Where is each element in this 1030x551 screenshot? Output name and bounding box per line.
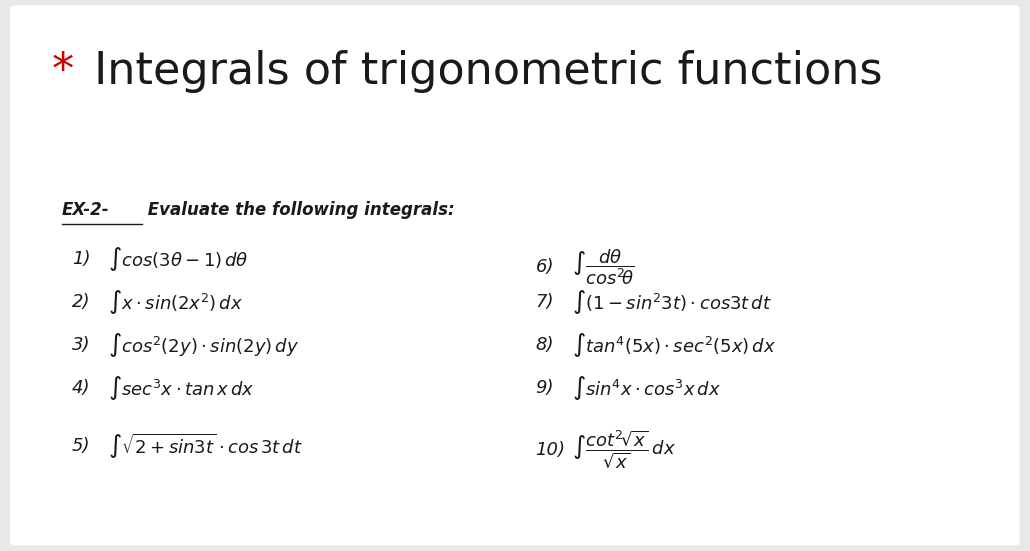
Text: 6): 6) — [536, 258, 554, 276]
Text: EX-2-: EX-2- — [62, 201, 109, 219]
Text: Evaluate the following integrals:: Evaluate the following integrals: — [142, 201, 455, 219]
Text: $\int sin^4 x \cdot cos^3 x\,dx$: $\int sin^4 x \cdot cos^3 x\,dx$ — [572, 374, 721, 402]
Text: 4): 4) — [72, 379, 91, 397]
Text: 8): 8) — [536, 336, 554, 354]
Text: 1): 1) — [72, 250, 91, 268]
Text: $\int \sqrt{2 + sin3t} \cdot cos\,3t\,dt$: $\int \sqrt{2 + sin3t} \cdot cos\,3t\,dt… — [108, 432, 303, 461]
Text: $\int sec^3 x \cdot tan\,x\,dx$: $\int sec^3 x \cdot tan\,x\,dx$ — [108, 374, 254, 402]
Text: 10): 10) — [536, 441, 565, 459]
Text: $\int (1 - sin^2 3t) \cdot cos3t\,dt$: $\int (1 - sin^2 3t) \cdot cos3t\,dt$ — [572, 288, 771, 316]
Text: *: * — [52, 50, 74, 93]
Text: $\int cos^2(2y) \cdot sin(2y)\,dy$: $\int cos^2(2y) \cdot sin(2y)\,dy$ — [108, 331, 299, 359]
Text: 3): 3) — [72, 336, 91, 354]
Text: $\int tan^4(5x) \cdot sec^2(5x)\,dx$: $\int tan^4(5x) \cdot sec^2(5x)\,dx$ — [572, 331, 776, 359]
Text: $\int \dfrac{cot^2\!\sqrt{x}}{\sqrt{x}}\,dx$: $\int \dfrac{cot^2\!\sqrt{x}}{\sqrt{x}}\… — [572, 429, 676, 471]
Text: 2): 2) — [72, 293, 91, 311]
Text: 9): 9) — [536, 379, 554, 397]
Text: $\int x \cdot sin(2x^2)\,dx$: $\int x \cdot sin(2x^2)\,dx$ — [108, 288, 243, 316]
Text: Integrals of trigonometric functions: Integrals of trigonometric functions — [80, 50, 883, 93]
Text: $\int \dfrac{d\theta}{cos^2\!\theta}$: $\int \dfrac{d\theta}{cos^2\!\theta}$ — [572, 247, 634, 287]
Text: 5): 5) — [72, 437, 91, 455]
Text: 7): 7) — [536, 293, 554, 311]
Text: $\int cos(3\theta - 1)\,d\theta$: $\int cos(3\theta - 1)\,d\theta$ — [108, 245, 249, 273]
